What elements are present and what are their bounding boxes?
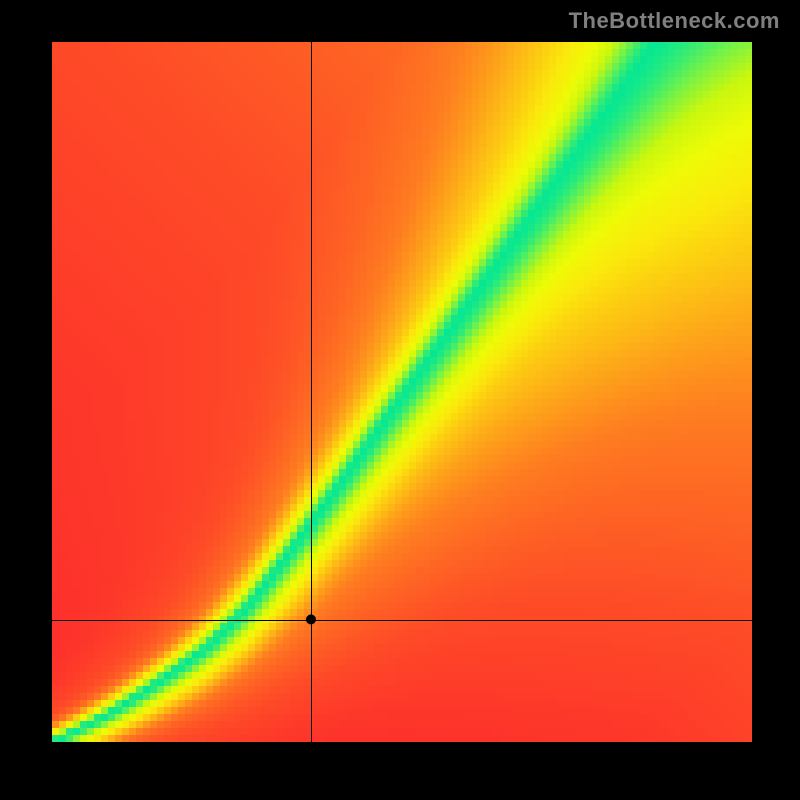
crosshair-overlay [52,42,752,742]
chart-frame: { "watermark": { "text": "TheBottleneck.… [0,0,800,800]
watermark-text: TheBottleneck.com [569,8,780,34]
